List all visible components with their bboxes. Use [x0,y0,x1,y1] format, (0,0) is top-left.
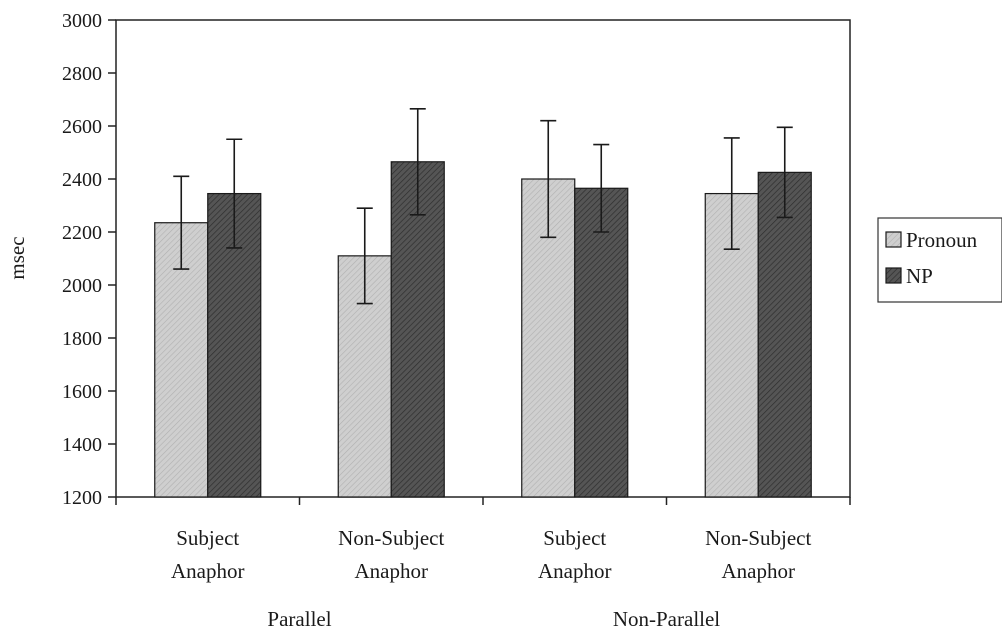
y-tick-label: 1200 [62,487,102,509]
legend: Pronoun NP [877,217,1002,303]
y-tick-label: 2800 [62,63,102,85]
y-tick-label: 3000 [62,10,102,32]
error-bars [173,107,793,305]
y-axis: 1200 1400 1600 1800 2000 2200 2400 2600 2800 3000 [62,10,116,509]
legend-label-pronoun: Pronoun [906,228,978,252]
x-category-label: Subject Anaphor [171,526,244,583]
bar-np [390,161,445,498]
y-tick-label: 1400 [62,434,102,456]
legend-swatch-pronoun [885,231,902,248]
y-tick-label: 1600 [62,381,102,403]
x-category-label: Subject Anaphor [538,526,611,583]
x-axis: Subject Anaphor Non-Subject Anaphor Subject A… [115,497,851,631]
bar-np [207,192,262,498]
y-tick-label: 2000 [62,275,102,297]
x-group-label: Parallel [267,607,331,631]
bar-np [574,187,629,498]
x-category-label: Non-Subject Anaphor [705,526,811,583]
y-axis-title: msec [5,236,29,279]
y-tick-label: 2200 [62,222,102,244]
bars [154,161,812,498]
x-category-label: Non-Subject Anaphor [338,526,444,583]
legend-swatch-np [885,267,902,284]
y-tick-label: 2600 [62,116,102,138]
y-tick-label: 2400 [62,169,102,191]
y-tick-label: 1800 [62,328,102,350]
x-group-label: Non-Parallel [613,607,720,631]
bar-np [757,171,812,498]
legend-label-np: NP [906,264,933,288]
